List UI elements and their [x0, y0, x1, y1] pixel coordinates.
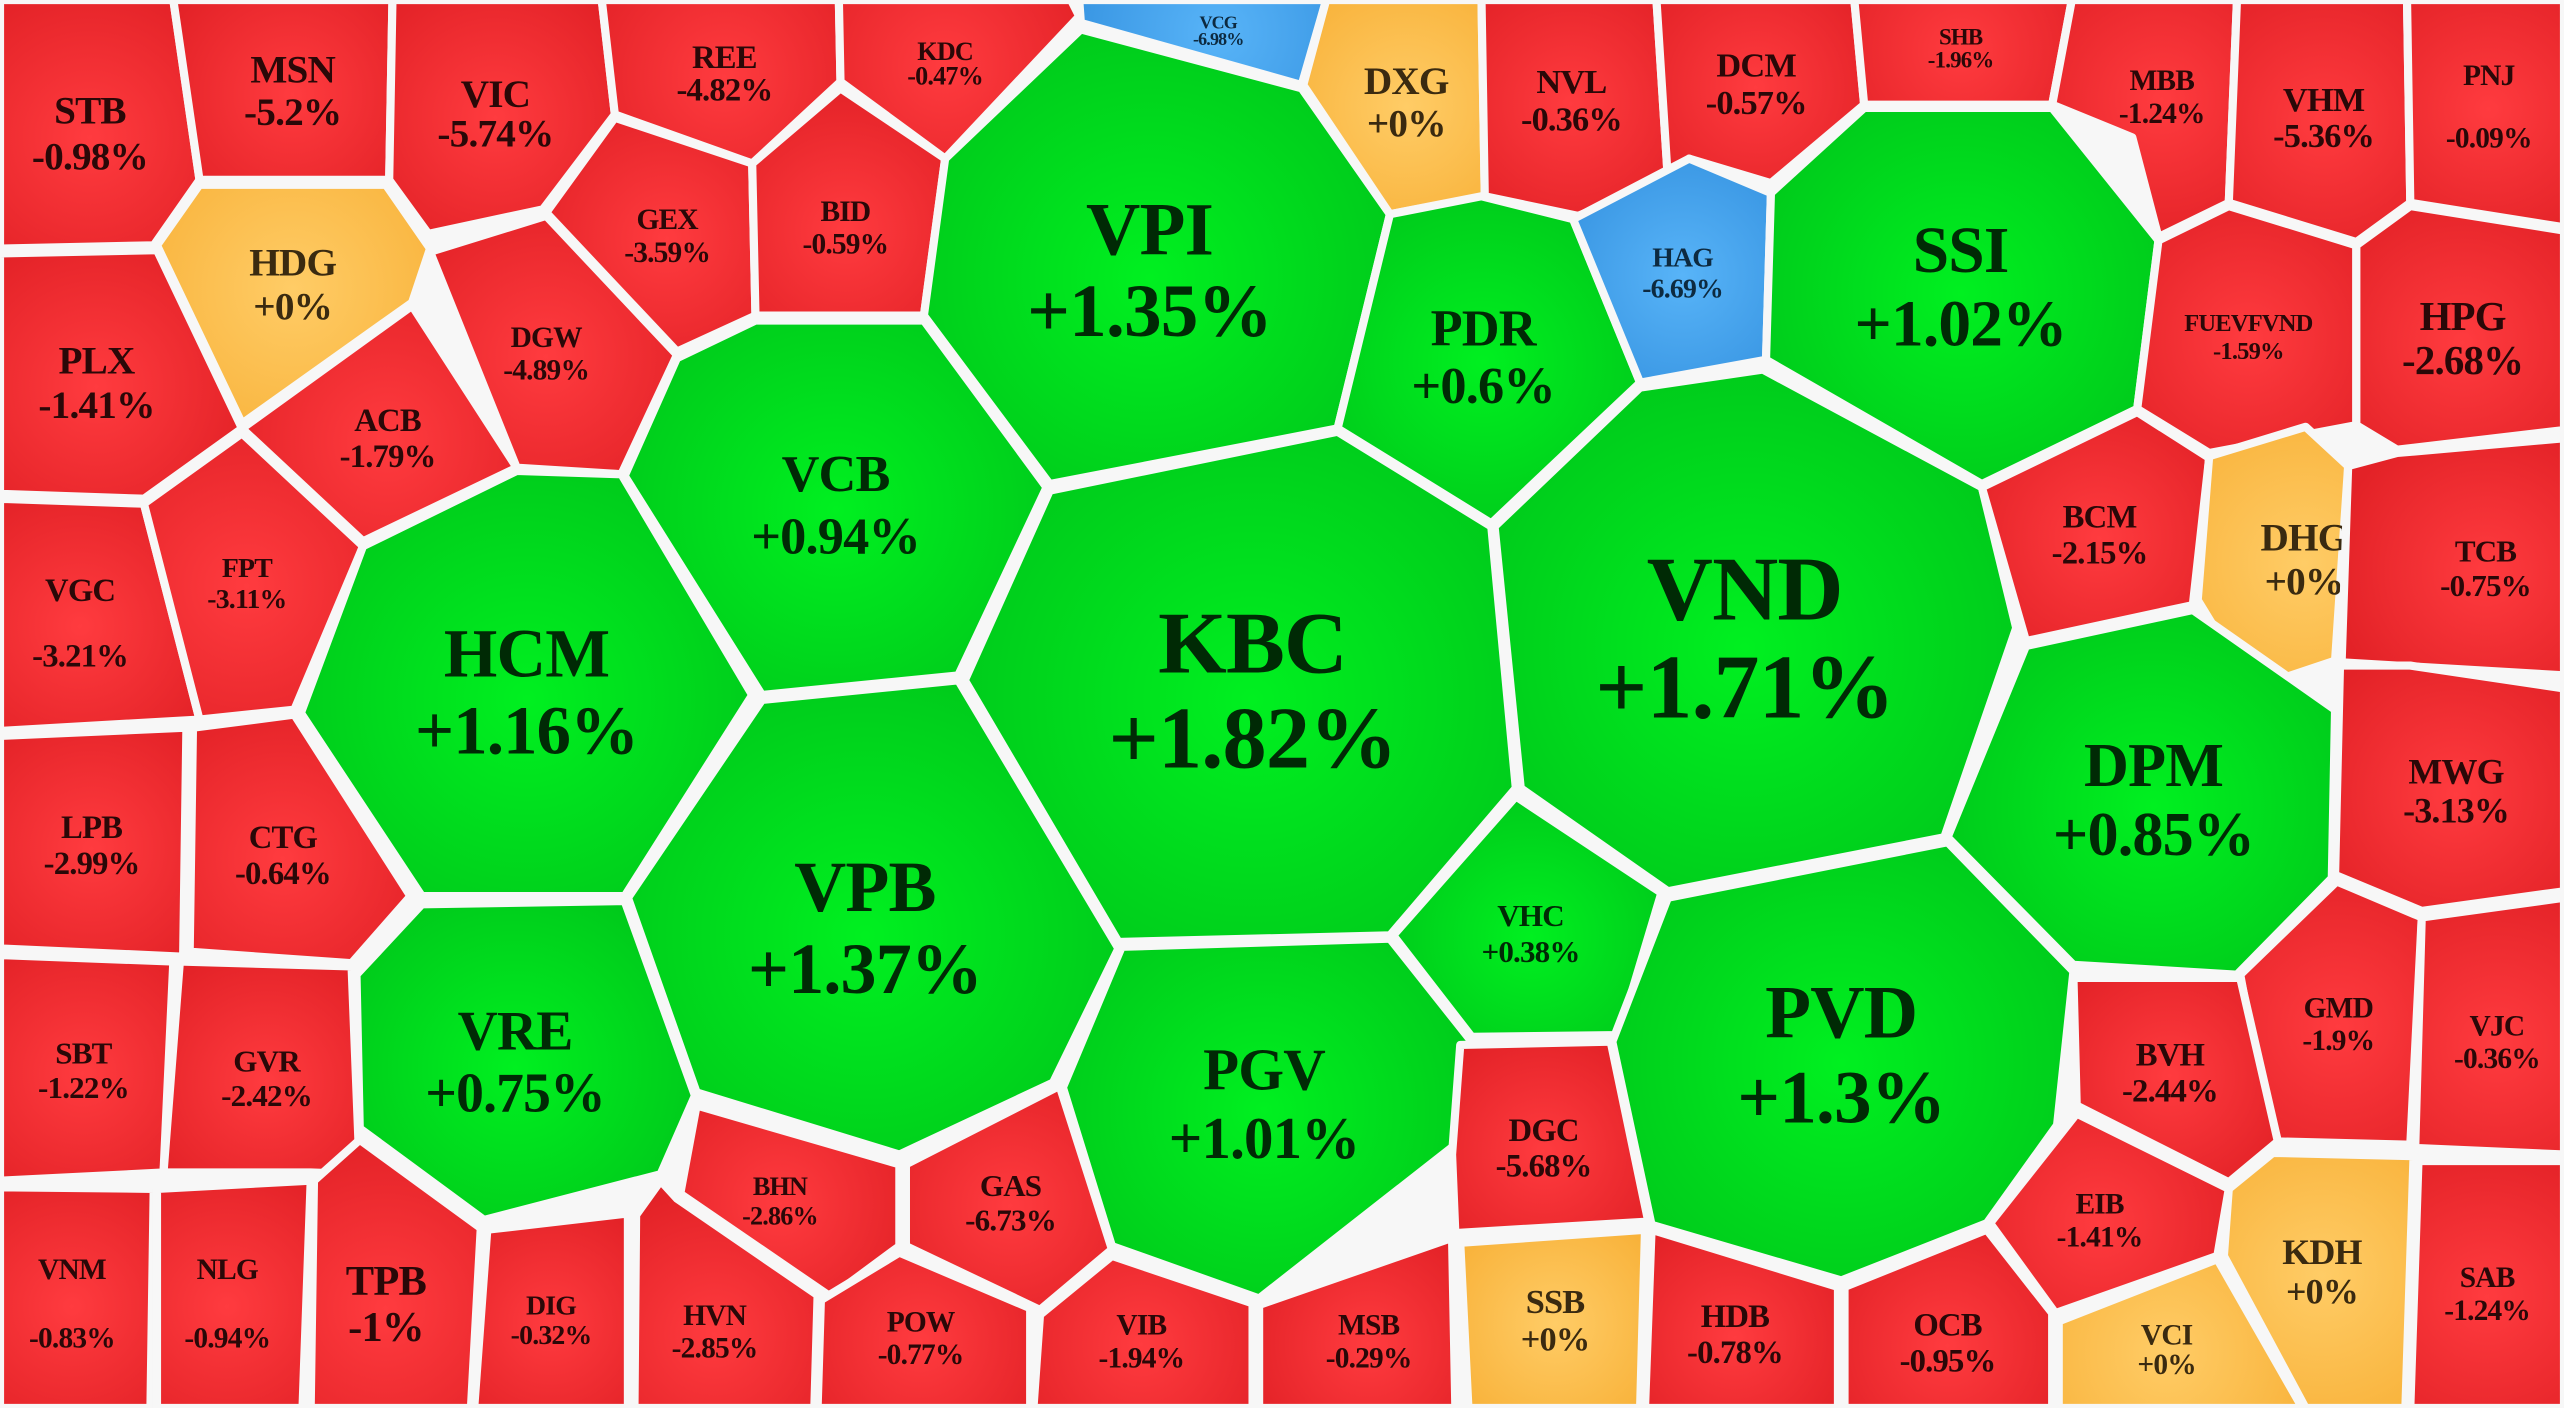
heatmap-cell-lpb[interactable]: LPB-2.99% — [0, 723, 191, 961]
cell-shape[interactable] — [1853, 0, 2073, 106]
heatmap-cell-vnm[interactable]: VNM-0.83% — [0, 1183, 158, 1408]
heatmap-cell-hpg[interactable]: HPG-2.68% — [2352, 201, 2564, 454]
cell-shape[interactable] — [1459, 1228, 1646, 1408]
cell-shape[interactable] — [0, 0, 201, 250]
cell-shape[interactable] — [2406, 0, 2564, 229]
cell-shape[interactable] — [0, 954, 175, 1182]
cell-shape[interactable] — [2136, 205, 2358, 454]
heatmap-cell-sbt[interactable]: SBT-1.22% — [0, 950, 178, 1185]
heatmap-cell-nlg[interactable]: NLG-0.94% — [152, 1176, 315, 1408]
heatmap-cell-msn[interactable]: MSN-5.2% — [169, 0, 397, 184]
cell-shape[interactable] — [162, 960, 361, 1176]
cell-shape[interactable] — [172, 0, 394, 181]
heatmap-cell-stb[interactable]: STB-0.98% — [0, 0, 204, 253]
cell-shape[interactable] — [473, 1212, 629, 1408]
cell-shape[interactable] — [2227, 0, 2412, 244]
heatmap-cell-pgv[interactable]: PGV+1.01% — [1058, 934, 1476, 1303]
heatmap-cell-pnj[interactable]: PNJ-0.09% — [2402, 0, 2564, 232]
cell-shape[interactable] — [2409, 1160, 2564, 1408]
cell-shape[interactable] — [155, 1179, 312, 1408]
cell-shape[interactable] — [2414, 896, 2564, 1156]
heatmap-cell-sab[interactable]: SAB-1.24% — [2406, 1156, 2564, 1408]
heatmap-cell-dig[interactable]: DIG-0.32% — [470, 1209, 633, 1408]
heatmap-cell-vhm[interactable]: VHM-5.36% — [2224, 0, 2415, 247]
cell-shape[interactable] — [0, 726, 188, 958]
heatmap-cell-vjc[interactable]: VJC-0.36% — [2411, 893, 2564, 1159]
heatmap-cell-fuevfvnd[interactable]: FUEVFVND-1.59% — [2133, 201, 2361, 458]
heatmap-cell-shb[interactable]: SHB-1.96% — [1850, 0, 2076, 109]
heatmap-cell-gvr[interactable]: GVR-2.42% — [159, 957, 364, 1179]
cell-shape[interactable] — [2355, 205, 2564, 451]
cell-shape[interactable] — [1061, 937, 1473, 1300]
heatmap-cell-tcb[interactable]: TCB-0.75% — [2337, 434, 2564, 680]
heatmap-cell-mwg[interactable]: MWG-3.13% — [2330, 661, 2564, 915]
heatmap-cell-vre[interactable]: VRE+0.75% — [352, 896, 700, 1225]
cell-shape[interactable] — [2340, 437, 2564, 677]
cell-shape[interactable] — [355, 900, 696, 1221]
heatmap-cell-ssb[interactable]: SSB+0% — [1456, 1225, 1650, 1408]
cell-shape[interactable] — [0, 1186, 155, 1408]
cell-shape[interactable] — [2334, 664, 2564, 912]
